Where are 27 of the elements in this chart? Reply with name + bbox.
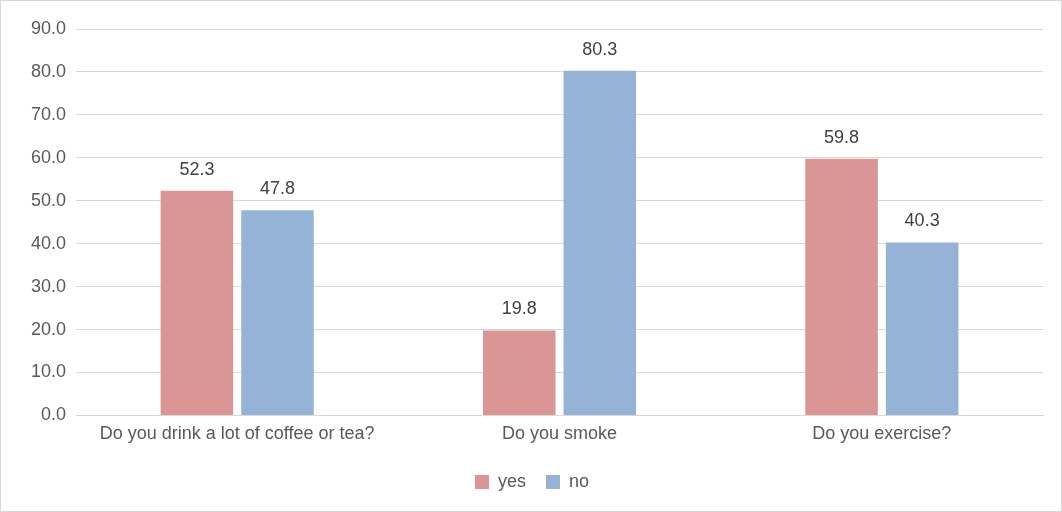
y-tick-label: 50.0	[30, 189, 67, 210]
data-label: 40.3	[904, 210, 940, 231]
legend-label: no	[568, 470, 590, 491]
data-label: 59.8	[824, 126, 860, 147]
y-tick-label: 60.0	[30, 146, 67, 167]
y-tick-label: 80.0	[30, 60, 67, 81]
bar	[482, 330, 556, 415]
y-tick-label: 30.0	[30, 275, 67, 296]
y-tick-label: 90.0	[30, 17, 67, 38]
bar	[160, 190, 234, 415]
bar	[885, 242, 959, 415]
x-tick-label: Do you exercise?	[812, 423, 952, 444]
data-label: 19.8	[501, 298, 537, 319]
y-tick-label: 40.0	[30, 232, 67, 253]
bar	[241, 210, 314, 415]
data-label: 47.8	[259, 178, 296, 199]
x-tick-label: Do you smoke	[501, 423, 618, 444]
data-label: 80.3	[582, 38, 618, 59]
y-tick-label: 20.0	[30, 318, 67, 339]
y-tick-label: 0.0	[41, 404, 67, 425]
x-tick-label: Do you drink a lot of coffee or tea?	[99, 423, 375, 444]
legend-label: yes	[497, 470, 526, 491]
y-tick-label: 70.0	[30, 103, 67, 124]
bar	[805, 158, 878, 415]
y-tick-label: 10.0	[30, 361, 67, 382]
bar	[563, 70, 637, 415]
data-label: 52.3	[179, 158, 215, 179]
